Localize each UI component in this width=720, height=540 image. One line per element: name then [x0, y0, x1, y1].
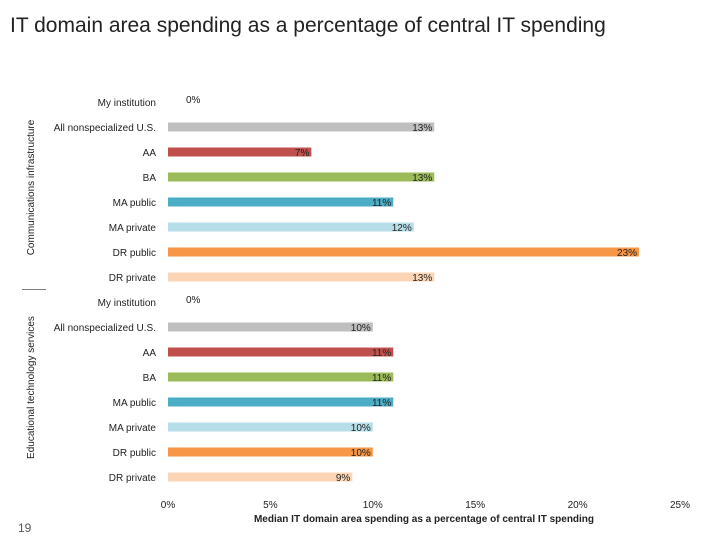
- category-label: All nonspecialized U.S.: [54, 323, 156, 334]
- category-label: BA: [143, 173, 157, 184]
- category-label: My institution: [98, 98, 156, 109]
- bar: [168, 147, 312, 157]
- data-label: 11%: [372, 398, 391, 409]
- category-label: DR public: [113, 248, 156, 259]
- bar: [168, 222, 414, 232]
- category-label: MA public: [113, 198, 156, 209]
- data-label: 10%: [351, 448, 371, 459]
- category-label: BA: [143, 373, 157, 384]
- group-label: Communications infrastructure: [26, 119, 37, 255]
- x-tick-label: 15%: [465, 500, 485, 511]
- data-label: 9%: [336, 473, 351, 484]
- data-label: 10%: [351, 323, 371, 334]
- x-tick-label: 20%: [568, 500, 588, 511]
- data-label: 0%: [186, 95, 201, 106]
- data-label: 13%: [412, 123, 432, 134]
- bar: [168, 272, 435, 282]
- category-label: AA: [143, 148, 157, 159]
- group-label: Educational technology services: [26, 316, 37, 459]
- data-label: 11%: [372, 373, 391, 384]
- x-tick-label: 10%: [363, 500, 383, 511]
- category-label: MA private: [109, 223, 157, 234]
- bar: [168, 422, 373, 432]
- data-label: 13%: [412, 273, 432, 284]
- x-tick-label: 0%: [161, 500, 176, 511]
- data-label: 0%: [186, 295, 201, 306]
- category-label: DR private: [109, 473, 157, 484]
- category-label: MA private: [109, 423, 157, 434]
- data-label: 12%: [392, 223, 412, 234]
- data-label: 7%: [295, 148, 310, 159]
- x-tick-label: 25%: [670, 500, 690, 511]
- bar: [168, 397, 394, 407]
- bar: [168, 247, 640, 257]
- category-label: MA public: [113, 398, 156, 409]
- category-label: My institution: [98, 298, 156, 309]
- data-label: 23%: [617, 248, 637, 259]
- bar: [168, 347, 394, 357]
- data-label: 13%: [412, 173, 432, 184]
- category-label: DR private: [109, 273, 157, 284]
- x-tick-label: 5%: [263, 500, 278, 511]
- data-label: 10%: [351, 423, 371, 434]
- page-number: 19: [18, 521, 32, 535]
- bar: [168, 322, 373, 332]
- category-label: AA: [143, 348, 157, 359]
- data-label: 11%: [372, 348, 391, 359]
- slide-title: IT domain area spending as a percentage …: [10, 14, 606, 37]
- x-axis-title: Median IT domain area spending as a perc…: [254, 514, 594, 525]
- category-label: DR public: [113, 448, 156, 459]
- bar: [168, 122, 435, 132]
- bar: [168, 472, 353, 482]
- data-label: 11%: [372, 198, 391, 209]
- bar: [168, 172, 435, 182]
- bar: [168, 372, 394, 382]
- bar: [168, 447, 373, 457]
- bar: [168, 197, 394, 207]
- category-label: All nonspecialized U.S.: [54, 123, 156, 134]
